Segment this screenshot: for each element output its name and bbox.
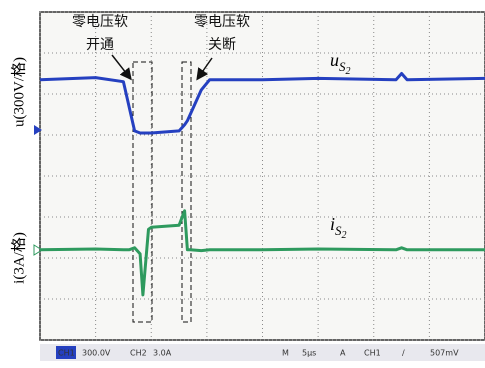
status-text: 507mV (430, 349, 459, 358)
status-text: CH1 (364, 349, 381, 358)
y-axis-label: i(3A/格) (10, 232, 27, 284)
annotation: 开通 (86, 37, 114, 53)
status-text: M (282, 349, 289, 358)
y-axis-label: u(300V/格) (10, 57, 27, 127)
annotation: 关断 (208, 37, 236, 53)
status-text: 300.0V (82, 349, 111, 358)
status-text: A (340, 349, 346, 358)
status-text: CH2 (130, 349, 147, 358)
status-text: CH1 (58, 349, 75, 358)
annotation: 零电压软 (194, 14, 250, 30)
annotation: 零电压软 (72, 14, 128, 30)
status-text: 3.0A (153, 349, 172, 358)
status-text: / (402, 349, 405, 358)
status-text: 5μs (302, 349, 316, 358)
oscilloscope-chart: u(300V/格) i(3A/格) 零电压软 开通 零电压软 关断 CH1 300… (0, 0, 485, 368)
